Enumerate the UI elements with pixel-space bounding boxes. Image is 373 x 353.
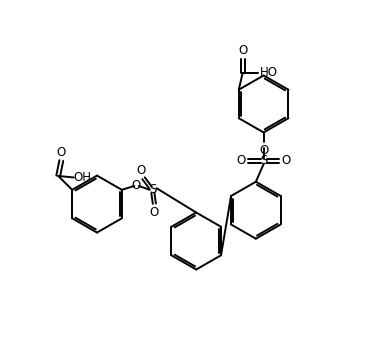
Text: HO: HO xyxy=(260,66,278,79)
Text: O: O xyxy=(259,144,268,157)
Text: O: O xyxy=(282,155,291,167)
Text: S: S xyxy=(149,183,157,196)
Text: O: O xyxy=(137,164,146,177)
Text: O: O xyxy=(131,179,140,192)
Text: S: S xyxy=(260,155,267,167)
Text: O: O xyxy=(238,44,247,58)
Text: O: O xyxy=(57,146,66,159)
Text: O: O xyxy=(236,155,246,167)
Text: O: O xyxy=(150,206,159,219)
Text: OH: OH xyxy=(74,171,92,184)
